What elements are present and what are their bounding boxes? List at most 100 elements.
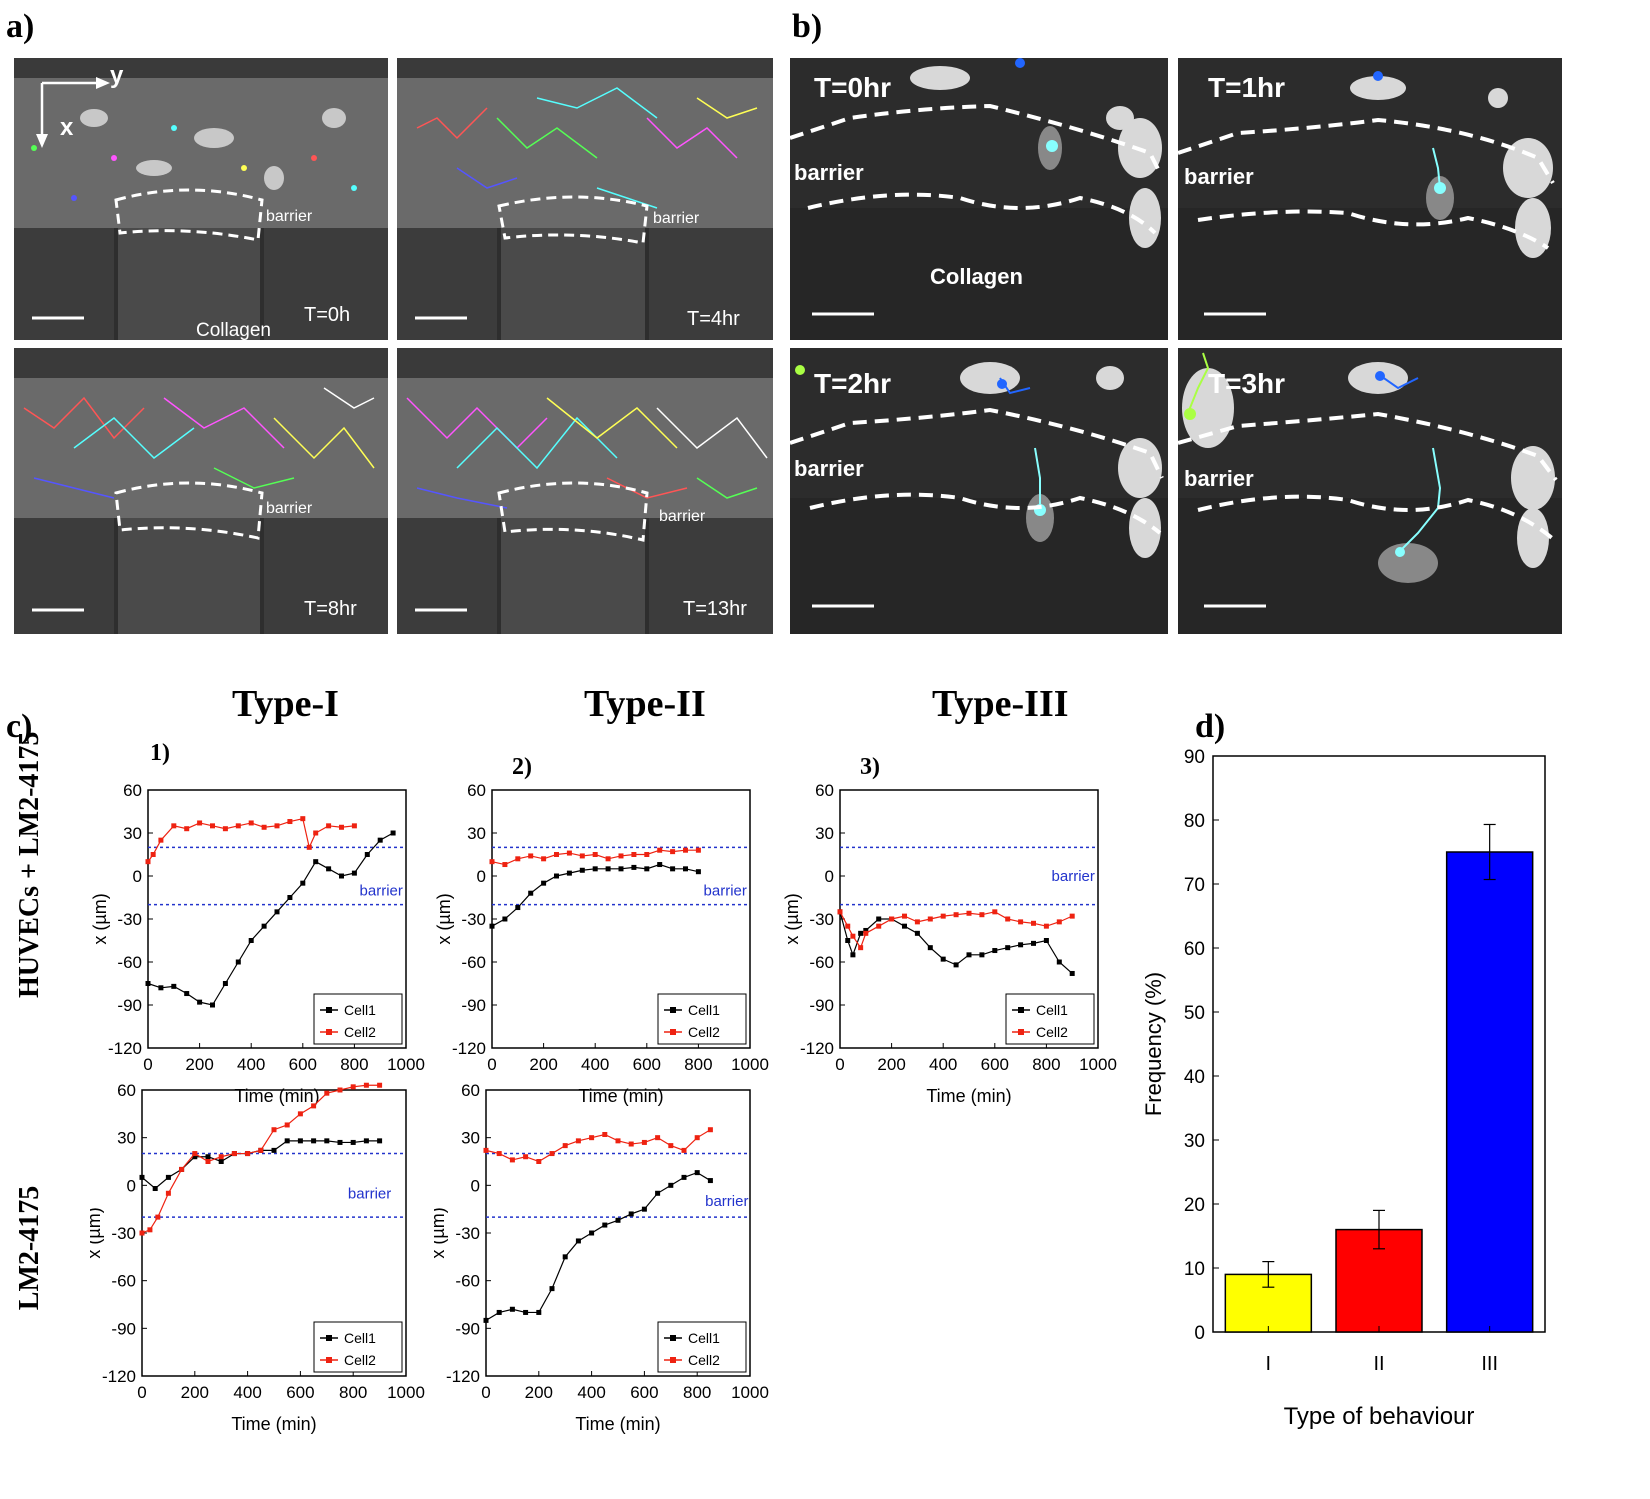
data-point-cell1 xyxy=(165,1174,171,1180)
data-point-cell2 xyxy=(562,1143,568,1149)
data-point-cell2 xyxy=(1005,916,1011,922)
data-point-cell2 xyxy=(139,1230,145,1236)
barrier-annotation: barrier xyxy=(360,882,403,899)
data-point-cell1 xyxy=(313,859,319,865)
data-point-cell2 xyxy=(171,823,177,829)
y-tick-label: 0 xyxy=(127,1176,136,1195)
data-point-cell2 xyxy=(615,1138,621,1144)
data-point-cell1 xyxy=(694,1170,700,1176)
data-point-cell1 xyxy=(337,1139,343,1145)
data-point-cell1 xyxy=(158,985,164,991)
data-point-cell2 xyxy=(707,1127,713,1133)
data-point-cell1 xyxy=(324,1138,330,1144)
legend-label: Cell1 xyxy=(344,1330,376,1346)
legend-swatch-marker xyxy=(326,1007,332,1013)
data-point-cell1 xyxy=(863,927,869,933)
data-point-cell1 xyxy=(1005,945,1011,951)
barrier-annotation: barrier xyxy=(1052,868,1095,885)
legend-box xyxy=(313,993,403,1045)
data-point-cell1 xyxy=(509,1306,515,1312)
series-line-cell1 xyxy=(147,832,394,1006)
data-point-cell1 xyxy=(311,1138,317,1144)
y-tick-label: -120 xyxy=(108,1039,142,1058)
data-point-cell2 xyxy=(284,1122,290,1128)
x-tick-label: 200 xyxy=(877,1055,905,1074)
data-point-cell2 xyxy=(258,1147,264,1153)
y-tick-label: 30 xyxy=(123,824,142,843)
data-point-cell1 xyxy=(171,983,177,989)
y-tick-label: 0 xyxy=(477,867,486,886)
panel-label-d: d) xyxy=(1195,708,1226,745)
x-tick-label: 400 xyxy=(237,1055,265,1074)
micrograph-b-1hr: T=1hr barrier xyxy=(1178,58,1562,340)
x-tick-label: 200 xyxy=(529,1055,557,1074)
data-point-cell2 xyxy=(222,826,228,832)
frame-time: T=8hr xyxy=(304,598,357,620)
y-tick-label: 30 xyxy=(815,824,834,843)
y-tick-label: -90 xyxy=(117,996,142,1015)
data-point-cell1 xyxy=(695,869,701,875)
series-line-cell2 xyxy=(485,1129,711,1163)
data-point-cell2 xyxy=(618,853,624,859)
data-point-cell2 xyxy=(940,913,946,919)
frame-time: T=0h xyxy=(304,304,351,326)
collagen-label: Collagen xyxy=(196,320,271,340)
bar-III xyxy=(1445,851,1534,1333)
data-point-cell2 xyxy=(876,923,882,929)
x-tick-label: 1000 xyxy=(1079,1055,1117,1074)
y-tick-label: 10 xyxy=(1184,1259,1205,1280)
data-point-cell1 xyxy=(364,852,370,857)
legend-swatch-marker xyxy=(670,1007,676,1013)
y-tick-label: -60 xyxy=(111,1272,136,1291)
data-point-cell2 xyxy=(165,1190,171,1196)
x-tick-label: 400 xyxy=(233,1383,261,1402)
data-point-cell1 xyxy=(707,1178,713,1184)
data-point-cell2 xyxy=(927,916,933,922)
data-point-cell2 xyxy=(274,823,280,829)
y-tick-label: -60 xyxy=(117,953,142,972)
data-point-cell1 xyxy=(668,1182,674,1188)
data-point-cell1 xyxy=(284,1138,290,1144)
data-point-cell2 xyxy=(683,847,688,853)
data-point-cell1 xyxy=(377,1138,383,1144)
legend-label: Cell1 xyxy=(688,1002,720,1018)
data-point-cell2 xyxy=(218,1154,224,1160)
y-axis-label: x (µm) xyxy=(434,1207,448,1258)
y-tick-label: 50 xyxy=(1184,1003,1205,1024)
data-point-cell1 xyxy=(496,1309,502,1315)
data-point-cell2 xyxy=(579,853,585,859)
data-point-cell1 xyxy=(326,866,332,872)
data-point-cell2 xyxy=(184,826,190,832)
micrograph-b-2hr-art xyxy=(790,348,1168,608)
y-tick-label: -90 xyxy=(455,1319,480,1338)
data-point-cell2 xyxy=(145,859,151,865)
x-axis-label: Type of behaviour xyxy=(1284,1403,1475,1430)
y-axis-label: x (µm) xyxy=(434,893,454,944)
data-point-cell1 xyxy=(579,867,585,873)
x-axis-label: Time (min) xyxy=(231,1414,316,1434)
legend-label: Cell2 xyxy=(688,1352,720,1368)
data-point-cell1 xyxy=(205,1154,211,1160)
data-point-cell2 xyxy=(245,1151,251,1157)
data-point-cell1 xyxy=(992,948,998,954)
y-tick-label: 60 xyxy=(815,781,834,800)
y-tick-label: -60 xyxy=(455,1272,480,1291)
legend-swatch-marker xyxy=(326,1029,332,1035)
y-tick-label: 0 xyxy=(133,867,142,886)
micrograph-a-4hr-art xyxy=(397,58,773,340)
data-point-cell2 xyxy=(850,933,856,939)
data-point-cell2 xyxy=(1018,919,1024,925)
data-point-cell2 xyxy=(694,1135,700,1141)
barrier-label: barrier xyxy=(659,508,706,525)
x-axis-label: Time (min) xyxy=(234,1086,319,1106)
barrier-label: barrier xyxy=(1184,164,1254,189)
data-point-cell1 xyxy=(589,1230,595,1236)
data-point-cell1 xyxy=(966,952,972,958)
y-axis-label: x (µm) xyxy=(90,1207,104,1258)
frame-time: T=13hr xyxy=(683,598,747,620)
data-point-cell1 xyxy=(631,864,637,870)
y-axis-label: Frequency (%) xyxy=(1141,972,1166,1116)
x-axis-label: Time (min) xyxy=(575,1414,660,1434)
micrograph-b-3hr: T=3hr barrier xyxy=(1178,348,1562,634)
